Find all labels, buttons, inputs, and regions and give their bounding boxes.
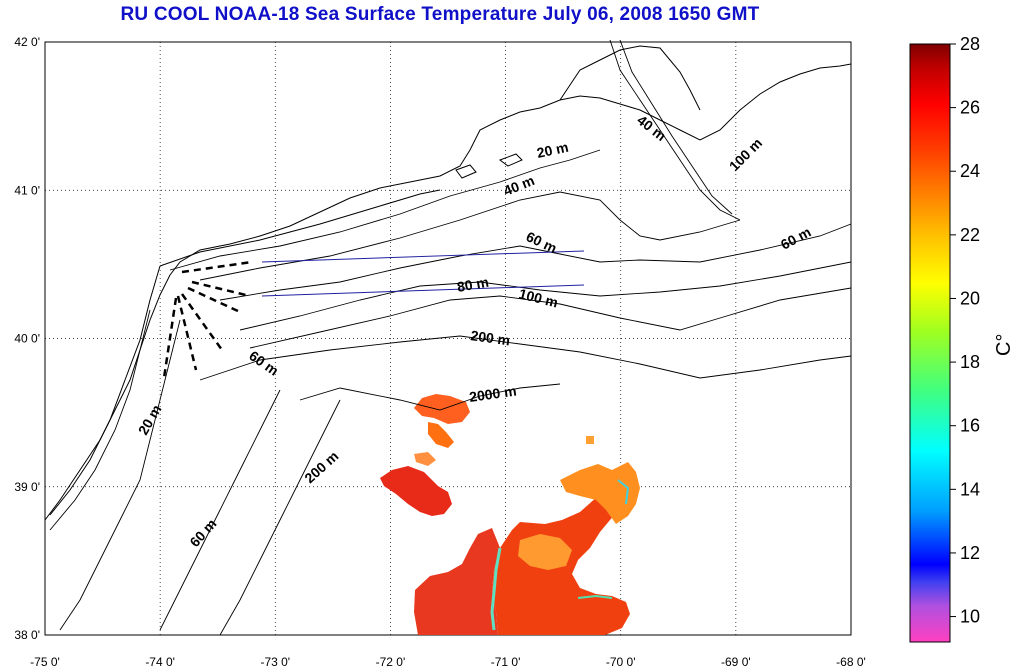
- lat-tick-label: 38 0': [14, 628, 40, 642]
- sst-patch-northwest: [428, 422, 454, 448]
- contour-label-20m-north: 20 m: [535, 139, 570, 161]
- colorbar-tick-label: 12: [960, 543, 980, 563]
- lon-tick-label: -70 0': [606, 655, 636, 669]
- coastline-cape-cod: [559, 45, 701, 111]
- contour-200m: [199, 335, 852, 381]
- lon-tick-label: -75 0': [30, 655, 60, 669]
- contour-label-200m-middle: 200 m: [470, 327, 512, 348]
- colorbar-tick-label: 14: [960, 479, 980, 499]
- dashed-line-3: [187, 286, 241, 314]
- contour-20m: [169, 149, 601, 271]
- contour-label-80m: 80 m: [456, 274, 490, 295]
- dashed-line-2: [191, 280, 251, 298]
- colorbar-tick-label: 28: [960, 34, 980, 54]
- contour-20m-south: [49, 309, 151, 531]
- latitude-tick-labels: 38 0' 39 0' 40 0' 41 0' 42 0': [14, 35, 40, 642]
- colorbar-tick-label: 26: [960, 98, 980, 118]
- transect-north: [261, 250, 585, 263]
- contour-200m-south: [159, 389, 281, 631]
- colorbar: 28 26 24 22 20 18 16 14 12 10 C°: [909, 34, 1015, 643]
- contour-80m: [239, 261, 852, 331]
- longitude-tick-labels: -75 0' -74 0' -73 0' -72 0' -71 0' -70 0' -69 …: [30, 655, 866, 669]
- transect-lines: [261, 250, 585, 297]
- sst-patch-warm-core: [518, 534, 572, 570]
- map-frame: [44, 41, 852, 636]
- lon-tick-label: -74 0': [145, 655, 175, 669]
- coastline-long-island: [159, 189, 441, 267]
- coastline: [44, 45, 852, 521]
- dashed-line-5: [176, 295, 198, 371]
- contour-2000m: [299, 383, 561, 411]
- contour-gulf-of-maine: [609, 39, 741, 221]
- sst-patch-dot: [586, 436, 594, 444]
- contour-shelf-break: [219, 399, 341, 636]
- dashed-line-6: [162, 297, 178, 379]
- colorbar-tick-label: 20: [960, 288, 980, 308]
- lon-tick-label: -73 0': [260, 655, 290, 669]
- lat-tick-label: 39 0': [14, 480, 40, 494]
- contour-60m-south: [59, 319, 181, 631]
- island-1: [455, 164, 477, 179]
- sst-patch-east: [560, 462, 640, 524]
- sst-patch-fragment: [414, 452, 436, 466]
- sst-cold-filament-south: [577, 594, 613, 599]
- map-title: RU COOL NOAA-18 Sea Surface Temperature …: [120, 4, 760, 25]
- sst-cold-filament-east: [617, 479, 630, 505]
- island-2: [498, 153, 523, 167]
- contour-100m: [249, 287, 852, 349]
- colorbar-tick-label: 16: [960, 416, 980, 436]
- lon-tick-label: -71 0': [491, 655, 521, 669]
- map-grid: [45, 42, 851, 635]
- sst-data-patches: [380, 394, 640, 635]
- sst-cold-filament: [490, 547, 502, 631]
- bathymetry-contours: [49, 39, 852, 636]
- lat-tick-label: 41 0': [14, 183, 40, 197]
- colorbar-tick-label: 24: [960, 161, 980, 181]
- colorbar-unit: C°: [993, 334, 1015, 356]
- contour-40m: [199, 191, 741, 281]
- colorbar-gradient: [909, 43, 951, 643]
- colorbar-tick-label: 22: [960, 225, 980, 245]
- transect-south: [261, 284, 585, 297]
- coastline-nj: [49, 265, 161, 516]
- dashed-lines: [162, 260, 253, 379]
- sst-patch-west: [380, 466, 452, 516]
- colorbar-tick-label: 10: [960, 607, 980, 627]
- lon-tick-label: -68 0': [836, 655, 866, 669]
- lon-tick-label: -72 0': [376, 655, 406, 669]
- contour-gulf-of-maine-2: [619, 39, 733, 215]
- contour-60m: [219, 223, 852, 301]
- lon-tick-label: -69 0': [721, 655, 751, 669]
- contour-label-2000m: 2000 m: [468, 383, 517, 405]
- colorbar-tick-labels: 28 26 24 22 20 18 16 14 12 10: [950, 34, 980, 627]
- sst-patch-south: [414, 528, 500, 635]
- coastline-main: [44, 63, 852, 521]
- lat-tick-label: 40 0': [14, 332, 40, 346]
- colorbar-tick-label: 18: [960, 352, 980, 372]
- lat-tick-label: 42 0': [14, 35, 40, 49]
